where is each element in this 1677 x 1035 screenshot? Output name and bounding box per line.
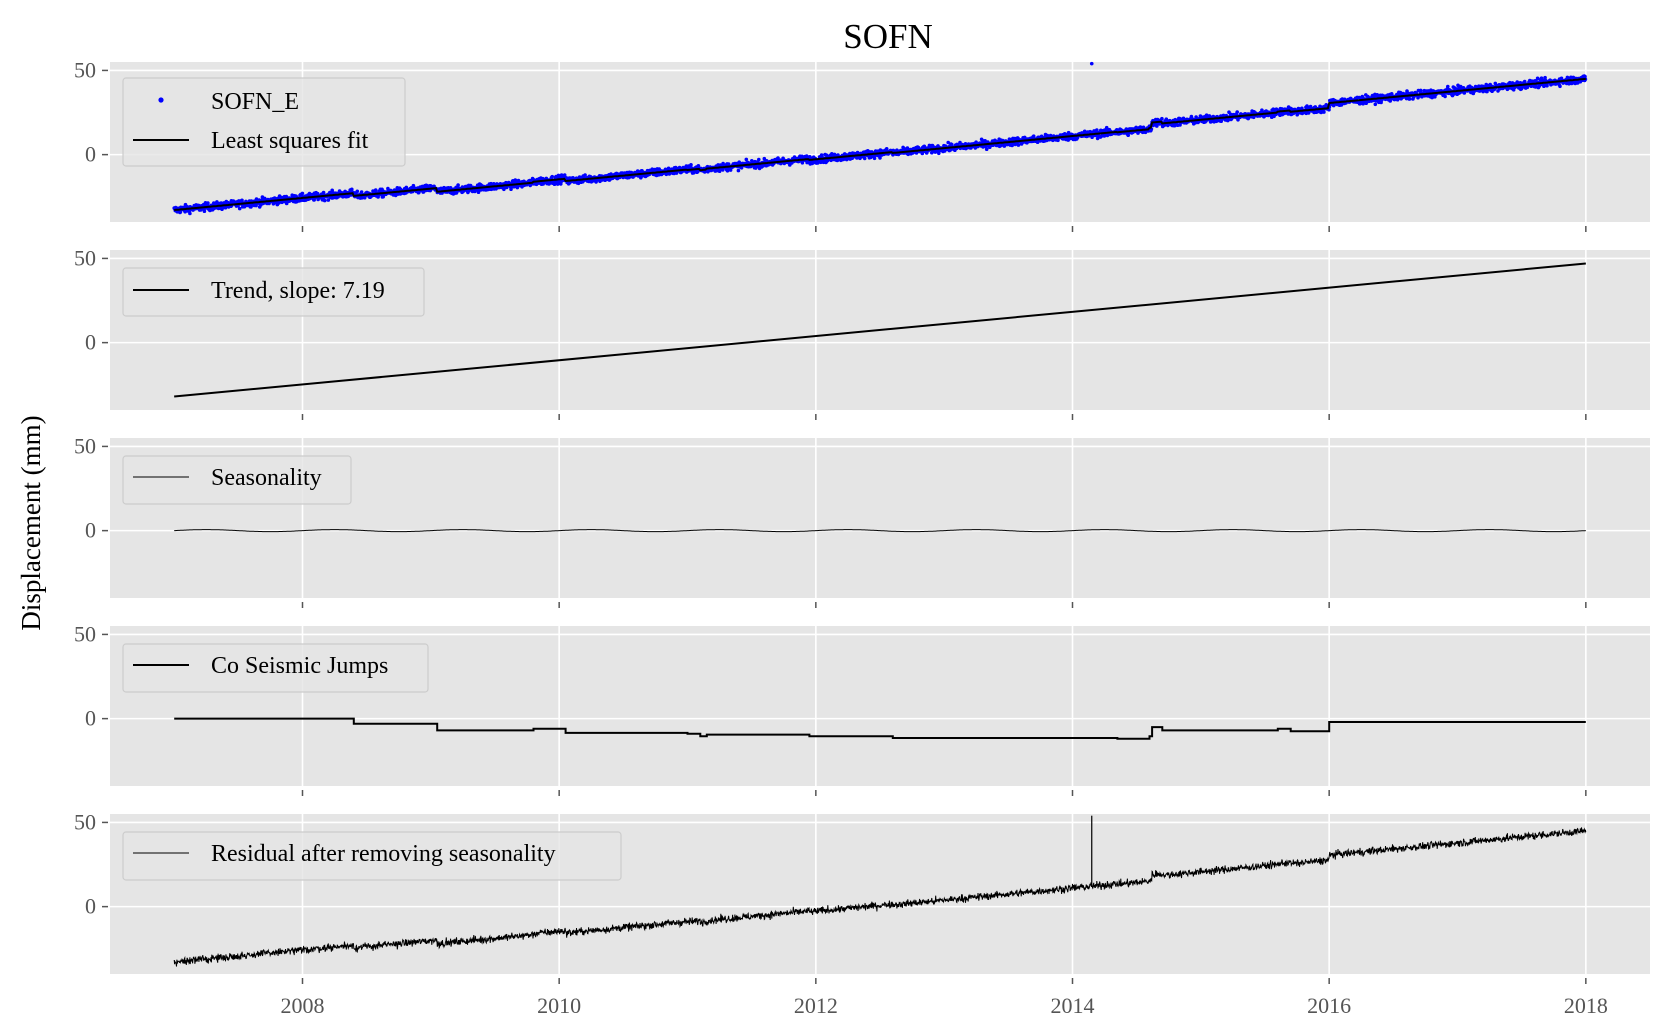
panel-residual-data <box>173 815 1587 967</box>
legend-seasonality: Seasonality <box>122 455 352 505</box>
y-tick-label: 50 <box>74 433 96 458</box>
legend-label-trend: Trend, slope: 7.19 <box>211 278 385 304</box>
legend-label-fit: Least squares fit <box>211 128 369 154</box>
panel-jumps: 0 50 Co Seismic Jumps <box>74 621 1650 796</box>
panel-residual: 0 50 2008 2010 2012 2014 2016 2018 Residual af… <box>74 809 1650 1018</box>
legend-label-data: SOFN_E <box>211 89 299 115</box>
legend-trend-box <box>122 267 425 317</box>
y-tick-label: 0 <box>85 142 96 167</box>
x-tick-label: 2016 <box>1307 993 1351 1018</box>
panel-observed: 0 50 SOFN_E Least squares fit <box>74 57 1650 232</box>
y-tick-label: 0 <box>85 330 96 355</box>
panel-trend-grid <box>110 250 1650 410</box>
panel-trend-yticks: 0 50 <box>74 245 108 355</box>
outlier-point <box>1089 61 1094 66</box>
y-tick-label: 50 <box>74 809 96 834</box>
figure-title: SOFN <box>843 17 932 56</box>
series-least-squares-fit <box>174 77 1586 211</box>
y-tick-label: 0 <box>85 894 96 919</box>
panel-observed-data <box>172 61 1588 216</box>
series-trend-line <box>174 262 1586 398</box>
x-tick-label: 2014 <box>1051 993 1095 1018</box>
y-tick-label: 50 <box>74 57 96 82</box>
panel-trend-data <box>174 262 1586 398</box>
panel-trend: 0 50 Trend, slope: 7.19 <box>74 245 1650 420</box>
y-axis-label: Displacement (mm) <box>16 415 46 630</box>
legend-observed: SOFN_E Least squares fit <box>122 77 406 167</box>
legend-trend: Trend, slope: 7.19 <box>122 267 425 317</box>
legend-label-jumps: Co Seismic Jumps <box>211 653 388 679</box>
series-residual-line <box>173 827 1587 967</box>
panel-jumps-data <box>174 717 1586 740</box>
x-tick-label: 2010 <box>537 993 581 1018</box>
x-tick-label: 2018 <box>1564 993 1608 1018</box>
x-tick-label: 2008 <box>281 993 325 1018</box>
x-tick-label: 2012 <box>794 993 838 1018</box>
legend-jumps-box <box>122 643 429 693</box>
panel-jumps-grid <box>110 626 1650 786</box>
legend-label-residual: Residual after removing seasonality <box>211 841 556 867</box>
y-tick-label: 0 <box>85 518 96 543</box>
y-tick-label: 50 <box>74 621 96 646</box>
legend-jumps: Co Seismic Jumps <box>122 643 429 693</box>
panel-jumps-xtick-marks <box>301 790 1587 796</box>
panel-seasonality-background <box>110 438 1650 598</box>
panel-seasonality-xtick-marks <box>301 602 1587 608</box>
legend-marker-dot <box>158 97 164 103</box>
panel-observed-xtick-marks <box>301 226 1587 232</box>
legend-seasonality-box <box>122 455 352 505</box>
panel-observed-yticks: 0 50 <box>74 57 108 167</box>
legend-label-seasonality: Seasonality <box>211 465 322 491</box>
panel-seasonality-data <box>174 529 1586 533</box>
y-tick-label: 0 <box>85 706 96 731</box>
panel-residual-yticks: 0 50 <box>74 809 108 919</box>
series-co-seismic-jumps-line <box>174 717 1586 740</box>
y-tick-label: 50 <box>74 245 96 270</box>
panel-jumps-yticks: 0 50 <box>74 621 108 731</box>
panel-residual-xticks: 2008 2010 2012 2014 2016 2018 <box>281 978 1608 1018</box>
legend-residual-box <box>122 831 622 881</box>
legend-residual: Residual after removing seasonality <box>122 831 622 881</box>
panel-seasonality-yticks: 0 50 <box>74 433 108 543</box>
panel-seasonality: 0 50 Seasonality <box>74 433 1650 608</box>
series-seasonality-line <box>174 529 1586 533</box>
legend-observed-box <box>122 77 406 167</box>
panel-trend-xtick-marks <box>301 414 1587 420</box>
